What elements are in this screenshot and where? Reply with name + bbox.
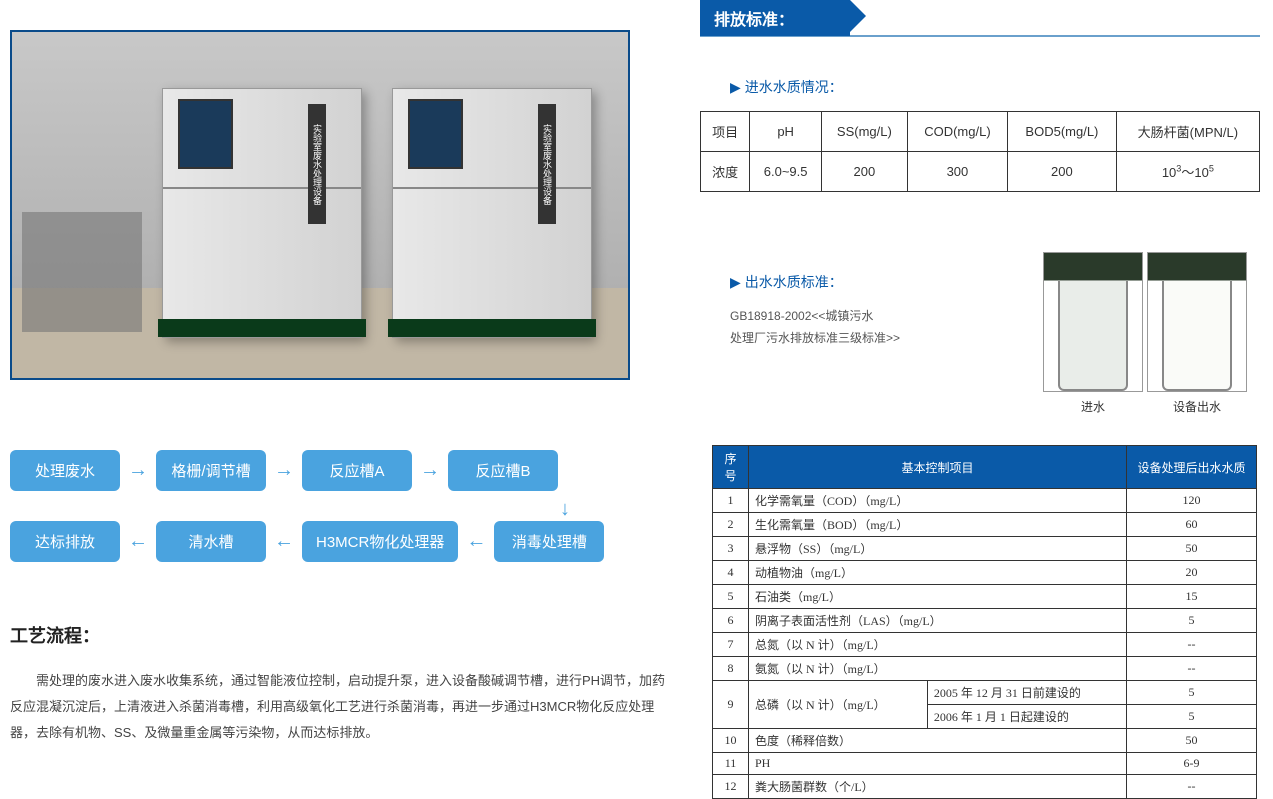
inlet-heading: ▶进水水质情况： bbox=[730, 77, 1260, 97]
cell-seq: 11 bbox=[713, 753, 749, 775]
arrow-right-icon: → bbox=[418, 459, 442, 482]
arrow-right-icon: → bbox=[272, 459, 296, 482]
cell: 300 bbox=[907, 152, 1007, 192]
outlet-heading: ▶出水水质标准： bbox=[730, 272, 1030, 292]
cell-cond: 2006 年 1 月 1 日起建设的 bbox=[927, 705, 1126, 729]
cell-seq: 5 bbox=[713, 585, 749, 609]
beaker-label: 进水 bbox=[1043, 398, 1143, 415]
col-header: 基本控制项目 bbox=[749, 446, 1127, 489]
cell-name: 化学需氧量（COD）（mg/L） bbox=[749, 489, 1127, 513]
product-render: 实验室废水处理设备 实验室废水处理设备 bbox=[10, 30, 630, 380]
beaker-label: 设备出水 bbox=[1147, 398, 1247, 415]
flow-step: 处理废水 bbox=[10, 450, 120, 491]
cell-name: PH bbox=[749, 753, 1127, 775]
outlet-std-line1: GB18918-2002<<城镇污水 bbox=[730, 306, 1030, 328]
cell-seq: 6 bbox=[713, 609, 749, 633]
outlet-std-line2: 处理厂污水排放标准三级标准>> bbox=[730, 328, 1030, 350]
cell-seq: 9 bbox=[713, 681, 749, 729]
cell-name: 色度（稀释倍数） bbox=[749, 729, 1127, 753]
arrow-down-icon: ↓ bbox=[10, 499, 630, 519]
triangle-icon: ▶ bbox=[730, 274, 741, 290]
col-header: 设备处理后出水水质 bbox=[1127, 446, 1257, 489]
arrow-right-icon: → bbox=[126, 459, 150, 482]
col-header: 大肠杆菌(MPN/L) bbox=[1116, 112, 1259, 152]
cell-name: 氨氮（以 N 计）（mg/L） bbox=[749, 657, 1127, 681]
cell-seq: 2 bbox=[713, 513, 749, 537]
beaker-photos: 进水 设备出水 bbox=[1030, 252, 1260, 415]
cell-cond: 2005 年 12 月 31 日前建设的 bbox=[927, 681, 1126, 705]
cell-val: 5 bbox=[1127, 609, 1257, 633]
cell-seq: 7 bbox=[713, 633, 749, 657]
cell-seq: 10 bbox=[713, 729, 749, 753]
cell: 200 bbox=[821, 152, 907, 192]
cell-val: -- bbox=[1127, 633, 1257, 657]
machine-1: 实验室废水处理设备 bbox=[162, 88, 362, 338]
arrow-left-icon: ← bbox=[126, 530, 150, 553]
cell-name: 总磷（以 N 计）（mg/L） bbox=[749, 681, 928, 729]
flow-step: 清水槽 bbox=[156, 521, 266, 562]
cell: 200 bbox=[1008, 152, 1117, 192]
cell-val: 50 bbox=[1127, 537, 1257, 561]
col-header: COD(mg/L) bbox=[907, 112, 1007, 152]
machine-2: 实验室废水处理设备 bbox=[392, 88, 592, 338]
arrow-left-icon: ← bbox=[272, 530, 296, 553]
cell-seq: 4 bbox=[713, 561, 749, 585]
cell-name: 总氮（以 N 计）（mg/L） bbox=[749, 633, 1127, 657]
cell-val: 6-9 bbox=[1127, 753, 1257, 775]
cell-val: 20 bbox=[1127, 561, 1257, 585]
cell-seq: 12 bbox=[713, 775, 749, 799]
flow-step: 反应槽B bbox=[448, 450, 558, 491]
flow-step: H3MCR物化处理器 bbox=[302, 521, 458, 562]
machine-label: 实验室废水处理设备 bbox=[538, 104, 556, 224]
cell-val: 5 bbox=[1127, 681, 1257, 705]
flow-step: 反应槽A bbox=[302, 450, 412, 491]
cell-val: -- bbox=[1127, 775, 1257, 799]
col-header: BOD5(mg/L) bbox=[1008, 112, 1117, 152]
beaker-inlet bbox=[1043, 252, 1143, 392]
cell-name: 动植物油（mg/L） bbox=[749, 561, 1127, 585]
inlet-table: 项目 pH SS(mg/L) COD(mg/L) BOD5(mg/L) 大肠杆菌… bbox=[700, 111, 1260, 192]
row-label: 浓度 bbox=[701, 152, 750, 192]
cell-val: 50 bbox=[1127, 729, 1257, 753]
col-header: SS(mg/L) bbox=[821, 112, 907, 152]
flow-chart: 处理废水 → 格栅/调节槽 → 反应槽A → 反应槽B ↓ 达标排放 ← 清水槽… bbox=[10, 450, 630, 562]
cell-val: -- bbox=[1127, 657, 1257, 681]
process-body: 需处理的废水进入废水收集系统，通过智能液位控制，启动提升泵，进入设备酸碱调节槽，… bbox=[10, 668, 670, 746]
cell-seq: 8 bbox=[713, 657, 749, 681]
flow-step: 格栅/调节槽 bbox=[156, 450, 266, 491]
machine-label: 实验室废水处理设备 bbox=[308, 104, 326, 224]
cell-name: 粪大肠菌群数（个/L） bbox=[749, 775, 1127, 799]
flow-step: 消毒处理槽 bbox=[494, 521, 604, 562]
cell-val: 5 bbox=[1127, 705, 1257, 729]
cell-seq: 1 bbox=[713, 489, 749, 513]
cell-name: 阴离子表面活性剂（LAS）（mg/L） bbox=[749, 609, 1127, 633]
col-header: pH bbox=[750, 112, 822, 152]
cell-name: 悬浮物（SS）（mg/L） bbox=[749, 537, 1127, 561]
emission-banner: 排放标准： bbox=[700, 0, 850, 36]
arrow-left-icon: ← bbox=[464, 530, 488, 553]
process-title: 工艺流程： bbox=[10, 622, 670, 648]
cell-name: 石油类（mg/L） bbox=[749, 585, 1127, 609]
cell-val: 120 bbox=[1127, 489, 1257, 513]
triangle-icon: ▶ bbox=[730, 79, 741, 95]
flow-step: 达标排放 bbox=[10, 521, 120, 562]
cell-name: 生化需氧量（BOD）（mg/L） bbox=[749, 513, 1127, 537]
cell: 103～105 bbox=[1116, 152, 1259, 192]
col-header: 项目 bbox=[701, 112, 750, 152]
cell-seq: 3 bbox=[713, 537, 749, 561]
cell-val: 15 bbox=[1127, 585, 1257, 609]
cell-val: 60 bbox=[1127, 513, 1257, 537]
col-header: 序号 bbox=[713, 446, 749, 489]
cell: 6.0~9.5 bbox=[750, 152, 822, 192]
beaker-outlet bbox=[1147, 252, 1247, 392]
control-table: 序号 基本控制项目 设备处理后出水水质 1 化学需氧量（COD）（mg/L） 1… bbox=[712, 445, 1257, 799]
